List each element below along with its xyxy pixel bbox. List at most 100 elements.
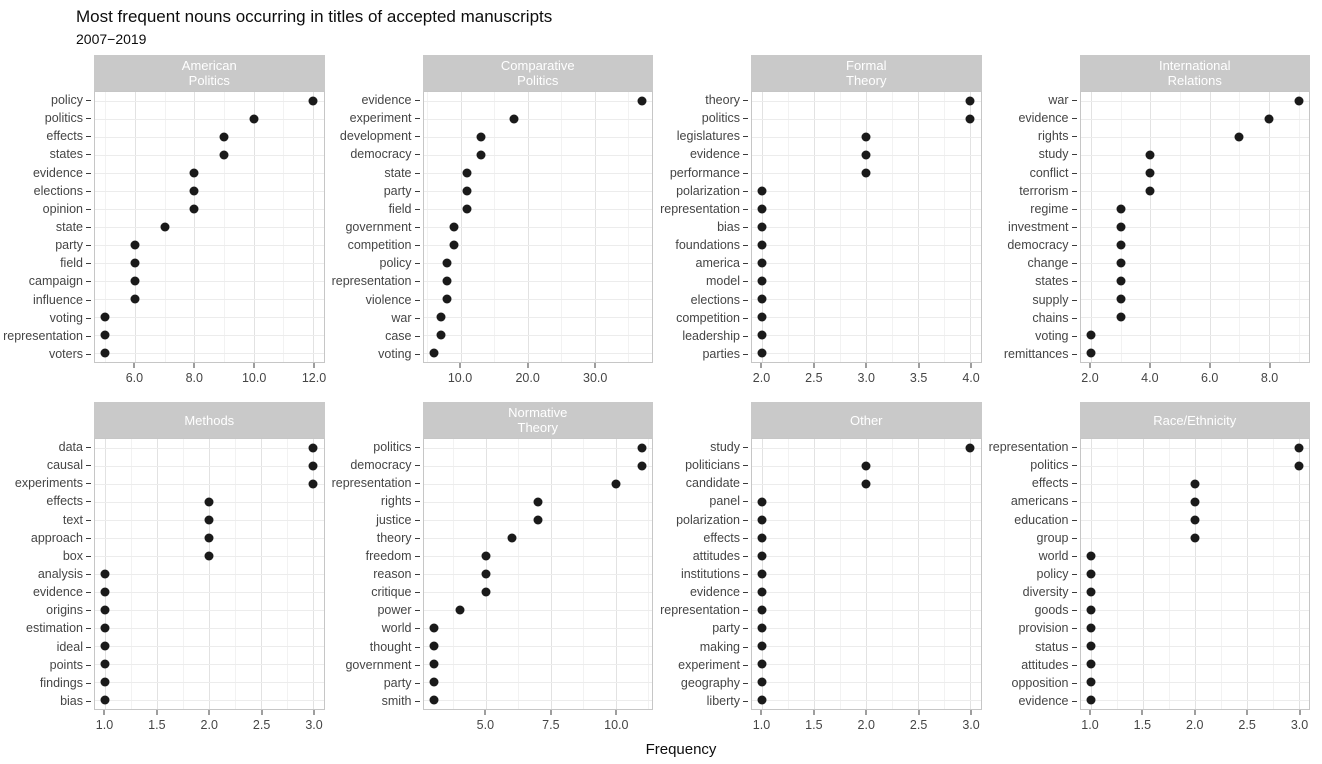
data-point bbox=[757, 276, 767, 286]
x-tick-label: 1.0 bbox=[1081, 718, 1099, 732]
y-category-label: evidence bbox=[32, 585, 83, 600]
data-point bbox=[637, 461, 647, 471]
x-axis: 2.0 4.0 6.0 8.0 bbox=[1080, 363, 1311, 390]
facet-strip: Other bbox=[751, 402, 982, 438]
gridline-row bbox=[423, 664, 652, 665]
data-point bbox=[611, 479, 621, 489]
data-point bbox=[442, 276, 452, 286]
y-tick-mark bbox=[1071, 555, 1077, 557]
facet-international-relations: International Relations war evidence rights s… bbox=[990, 55, 1311, 390]
y-category-label: origins bbox=[46, 603, 83, 618]
gridline-row bbox=[95, 610, 324, 611]
x-tick-label: 6.0 bbox=[125, 371, 144, 385]
gridline-row bbox=[423, 353, 652, 354]
x-tick-mark bbox=[1194, 710, 1196, 715]
gridline-row bbox=[423, 682, 652, 683]
data-point bbox=[1116, 276, 1126, 286]
y-category-label: panel bbox=[709, 494, 740, 509]
y-tick-mark bbox=[1071, 299, 1077, 301]
x-tick-mark bbox=[865, 363, 867, 368]
gridline-row bbox=[95, 263, 324, 264]
data-point bbox=[462, 204, 472, 214]
gridline-row bbox=[423, 245, 652, 246]
y-tick-mark bbox=[86, 227, 91, 228]
y-category-label: provision bbox=[1018, 621, 1069, 636]
y-tick-mark bbox=[743, 465, 748, 467]
y-tick-mark bbox=[414, 664, 420, 666]
data-point bbox=[462, 168, 472, 178]
data-point bbox=[100, 348, 110, 358]
data-point bbox=[637, 96, 647, 106]
y-tick-mark bbox=[743, 118, 748, 120]
data-point bbox=[462, 186, 472, 196]
plot-panel bbox=[751, 438, 982, 710]
data-point bbox=[249, 114, 259, 124]
y-tick-mark bbox=[414, 574, 420, 575]
y-category-label: rights bbox=[380, 494, 412, 509]
x-tick-mark bbox=[527, 363, 529, 368]
data-point bbox=[429, 348, 439, 358]
x-tick-label: 1.5 bbox=[1133, 718, 1152, 732]
facet-strip-label: Theory bbox=[846, 73, 887, 88]
y-category-label: competition bbox=[347, 238, 412, 253]
x-tick-label: 1.5 bbox=[148, 718, 166, 732]
y-tick-mark bbox=[414, 646, 420, 648]
data-point bbox=[160, 222, 170, 232]
y-category-label: candidate bbox=[685, 476, 740, 491]
y-tick-mark bbox=[86, 519, 91, 521]
data-point bbox=[308, 96, 318, 106]
y-tick-mark bbox=[743, 154, 748, 156]
data-point bbox=[189, 204, 199, 214]
gridline-row bbox=[423, 299, 652, 300]
x-tick-label: 12.0 bbox=[301, 371, 327, 385]
x-tick-mark bbox=[760, 363, 762, 368]
facet-strip: American Politics bbox=[94, 55, 325, 91]
y-category-label: evidence bbox=[361, 93, 412, 108]
y-category-label: representation bbox=[660, 603, 740, 618]
y-tick-mark bbox=[86, 190, 91, 192]
y-tick-mark bbox=[414, 465, 420, 467]
y-category-label: effects bbox=[1031, 476, 1069, 491]
x-axis: 1.0 1.5 2.0 2.5 3.0 bbox=[751, 710, 982, 737]
data-point bbox=[476, 150, 486, 160]
y-category-label: theory bbox=[376, 530, 412, 545]
data-point bbox=[436, 312, 446, 322]
x-tick-mark bbox=[865, 710, 867, 715]
data-point bbox=[757, 533, 767, 543]
facet-strip: International Relations bbox=[1079, 55, 1310, 91]
facet-strip-label: Comparative bbox=[500, 58, 575, 73]
x-tick-mark bbox=[156, 710, 158, 715]
y-axis-labels: politics democracy representation rights jus… bbox=[332, 438, 423, 710]
gridline-row bbox=[1080, 466, 1309, 467]
y-tick-mark bbox=[743, 555, 748, 557]
gridline-row bbox=[752, 281, 981, 282]
y-tick-mark bbox=[743, 574, 748, 575]
gridline-row bbox=[95, 155, 324, 156]
x-tick-mark bbox=[313, 710, 315, 715]
x-tick-label: 2.5 bbox=[1238, 718, 1256, 732]
data-point bbox=[429, 623, 439, 633]
facet-strip-label: International bbox=[1158, 58, 1231, 73]
y-tick-mark bbox=[414, 118, 420, 120]
y-tick-mark bbox=[86, 465, 91, 467]
x-tick-label: 3.5 bbox=[909, 371, 928, 385]
facet-strip: Normative Theory bbox=[422, 402, 653, 438]
gridline-row bbox=[1080, 574, 1309, 575]
data-point bbox=[442, 294, 452, 304]
y-axis-labels: evidence experiment development democracy st… bbox=[332, 91, 423, 363]
gridline-row bbox=[95, 484, 324, 485]
y-tick-mark bbox=[86, 263, 91, 265]
x-tick-label: 2.0 bbox=[857, 718, 875, 732]
plot-panel bbox=[94, 438, 325, 710]
facet-strip-label: Race/Ethnicity bbox=[1153, 412, 1237, 428]
y-category-label: findings bbox=[39, 675, 83, 690]
data-point bbox=[861, 461, 871, 471]
y-category-label: attitudes bbox=[692, 548, 740, 563]
data-point bbox=[1086, 569, 1096, 579]
y-tick-mark bbox=[1071, 100, 1077, 102]
facet-body: politics democracy representation rights jus… bbox=[332, 438, 653, 710]
y-tick-mark bbox=[1071, 610, 1077, 612]
y-tick-mark bbox=[414, 172, 420, 174]
y-tick-mark bbox=[86, 281, 91, 283]
facet-strip-label: Normative bbox=[508, 405, 568, 420]
